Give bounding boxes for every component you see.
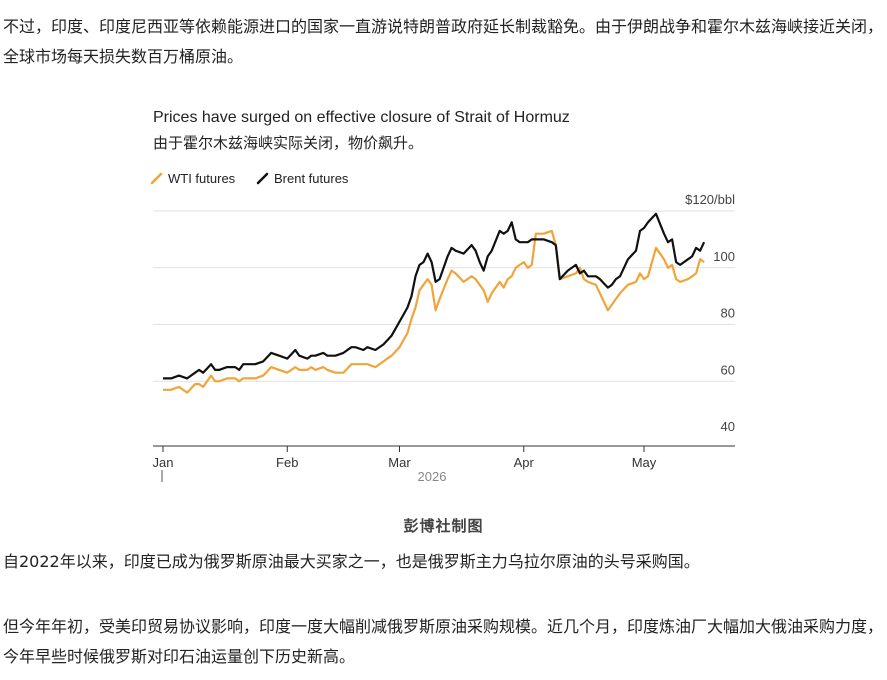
- legend-swatch-wti: [150, 172, 163, 185]
- legend-swatch-brent: [256, 172, 269, 185]
- x-tick-label-2: Mar: [388, 455, 411, 470]
- article-paragraph-3: 但今年年初，受美印贸易协议影响，印度一度大幅削减俄罗斯原油采购规模。近几个月，印…: [3, 617, 884, 666]
- article-paragraph-1: 不过，印度、印度尼西亚等依赖能源进口的国家一直游说特朗普政府延长制裁豁免。由于伊…: [3, 17, 884, 66]
- x-tick-label-1: Feb: [276, 455, 298, 470]
- y-tick-label-0: $120/bbl: [685, 192, 735, 207]
- series-line-brent: [163, 212, 706, 380]
- x-year-label: 2026: [418, 469, 447, 484]
- y-tick-label-1: 100: [713, 249, 735, 264]
- chart-series: [163, 212, 706, 394]
- x-tick-label-3: Apr: [514, 455, 535, 470]
- chart-subtitle: 由于霍尔木兹海峡实际关闭，物价飙升。: [153, 135, 423, 152]
- y-tick-label-2: 80: [721, 306, 735, 321]
- chart-caption: 彭博社制图: [403, 517, 484, 535]
- legend-label-brent: Brent futures: [274, 171, 349, 186]
- chart-title: Prices have surged on effective closure …: [153, 109, 570, 126]
- y-axis-ticks: $120/bbl 100 80 60 40: [685, 192, 735, 434]
- legend: WTI futures Brent futures: [150, 171, 349, 186]
- legend-label-wti: WTI futures: [168, 171, 236, 186]
- x-tick-label-4: May: [632, 455, 657, 470]
- y-tick-label-4: 40: [721, 419, 735, 434]
- x-axis-ticks: Jan Feb Mar Apr May: [153, 446, 657, 470]
- series-line-wti: [163, 229, 705, 394]
- y-tick-label-3: 60: [721, 362, 735, 377]
- article-paragraph-2: 自2022年以来，印度已成为俄罗斯原油最大买家之一，也是俄罗斯主力乌拉尔原油的头…: [3, 552, 700, 571]
- x-tick-label-0: Jan: [153, 455, 174, 470]
- line-chart: Prices have surged on effective closure …: [150, 109, 735, 484]
- chart-gridlines: [153, 210, 735, 382]
